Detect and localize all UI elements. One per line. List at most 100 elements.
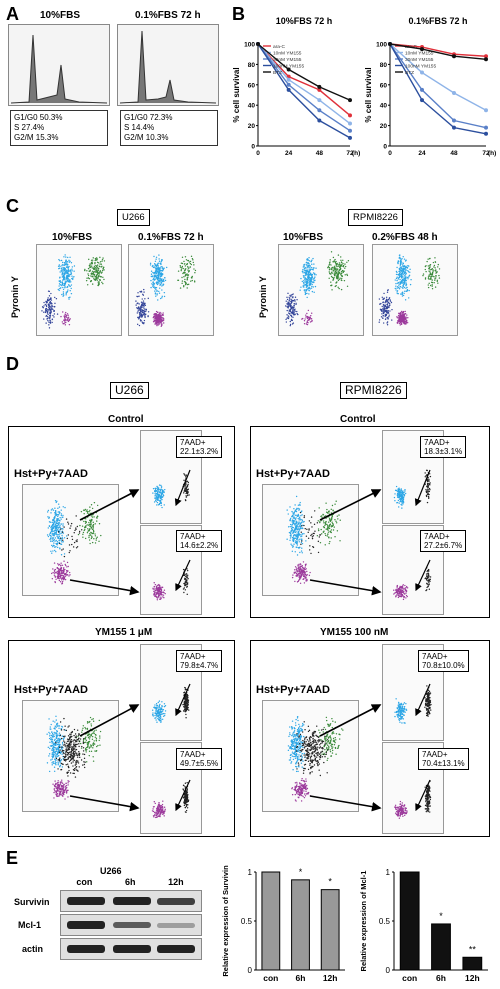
label: 7AAD+ [422,750,448,759]
series-line [389,43,487,111]
rpmi-control-title: Control [340,414,376,425]
x-tick-label: 24 [285,150,293,157]
value: 18.3±3.1% [424,447,463,456]
category-label: con [402,973,417,983]
panel-a-right-stats: G1/G0 72.3% S 14.4% G2/M 10.3% [120,110,218,146]
flow-scatter-rpmi-ym155 [262,700,359,812]
y-tick-label: 0.5 [241,917,253,926]
bar-chart-survivin: Relative expression of Survivin 0 0.5 1 con 6… [221,865,345,983]
data-point [348,135,352,140]
rpmi-control-g0-7aad: 7AAD+ 27.2±6.7% [420,530,467,552]
y-tick-label: 0 [248,966,253,975]
value: 49.7±5.5% [180,759,219,768]
label: 7AAD+ [180,532,206,541]
panel-c-u266-left-title: 10%FBS [52,232,93,243]
rpmi-control-g1-7aad: 7AAD+ 18.3±3.1% [420,436,467,458]
series-line [257,43,351,139]
y-axis-label: Relative expression of Survivin [221,865,230,977]
y-tick-label: 60 [380,82,388,89]
blot-strip-survivin [60,890,202,912]
y-axis-label: Relative expression of Mcl-1 [359,871,368,972]
y-tick-label: 100 [244,42,255,49]
y-tick-label: 40 [380,103,388,110]
category-label: 6h [296,973,306,983]
panel-d-label: D [6,354,19,374]
significance-mark: * [328,877,332,887]
panel-b-label: B [232,4,245,24]
label: 7AAD+ [424,438,450,447]
data-point [388,42,392,46]
data-point [348,113,352,118]
panel-a-left-stats: G1/G0 50.3% S 27.4% G2/M 15.3% [10,110,108,146]
series-line [257,43,351,125]
data-point [420,47,424,52]
data-point [452,118,456,123]
label: 7AAD+ [180,652,206,661]
data-point [452,90,456,95]
series-line [257,43,351,132]
blot-lane-labels: con 6h 12h [60,877,200,887]
label: 7AAD+ [424,532,450,541]
u266-treated-title: YM155 1 μM [95,627,153,638]
blot-strip-mcl1 [60,914,202,936]
legend-entry: BTZ [273,70,282,76]
flow-scatter-rpmi-10fbs [278,244,364,336]
data-point [484,125,488,130]
y-tick-label: 20 [380,123,388,130]
data-point [286,77,291,82]
y-tick-label: 1 [386,868,391,877]
y-tick-label: 80 [380,62,388,69]
cell-cycle-histogram-right [117,24,219,106]
data-point [286,87,291,92]
series-line [389,43,487,57]
x-tick-label: 0 [388,150,392,157]
rpmi-ym155-g0-7aad: 7AAD+ 70.4±13.1% [418,748,469,770]
category-label: 6h [436,973,446,983]
flow-scatter-rpmi-control [262,484,359,596]
value: 70.4±13.1% [422,759,465,768]
value: 79.8±4.7% [180,661,219,670]
u266-ym155-g1-7aad: 7AAD+ 79.8±4.7% [176,650,223,672]
category-label: 12h [465,973,480,983]
y-tick-label: 100 [376,42,387,49]
y-tick-label: 20 [248,123,256,130]
value: 14.6±2.2% [180,541,219,550]
x-axis-label: (h) [488,150,496,157]
data-point [452,54,456,59]
rpmi-ym155-g1-7aad: 7AAD+ 70.8±10.0% [418,650,469,672]
panel-c-rpmi-right-title: 0.2%FBS 48 h [372,232,438,243]
category-label: con [263,973,278,983]
y-tick-label: 0 [383,144,387,151]
u266-treated-stain: Hst+Py+7AAD [14,684,88,696]
panel-c-u266-tag: U266 [117,209,150,226]
y-tick-label: 80 [248,62,256,69]
legend-entry: 100nM YM155 [405,64,436,70]
data-point [484,54,488,59]
legend-entry: 100nM YM155 [273,64,304,70]
rpmi-control-stain: Hst+Py+7AAD [256,468,330,480]
data-point [317,108,322,113]
flow-scatter-u266-01fbs [128,244,214,336]
series-line [389,43,487,135]
flow-scatter-u266-ym155 [22,700,119,812]
data-point [348,98,352,103]
bar [261,871,281,971]
data-point [420,98,424,103]
u266-ym155-g0-7aad: 7AAD+ 49.7±5.5% [176,748,223,770]
value: 70.8±10.0% [422,661,465,670]
legend-entry: 10nM YM155 [405,51,434,57]
survival-chart-01fbs: 0.1%FBS 72 h % cell survival 0 20 40 60 80 100 0… [364,16,496,157]
flow-scatter-u266-control [22,484,119,596]
chart-title: 10%FBS 72 h [276,16,333,26]
stat-g1: G1/G0 50.3% [14,113,63,122]
series-line [257,43,351,116]
data-point [420,70,424,75]
x-tick-label: 0 [256,150,260,157]
data-point [452,125,456,130]
y-tick-label: 1 [248,868,253,877]
panel-d-u266-tag: U266 [110,382,149,399]
legend-entry: BTZ [405,70,414,76]
x-tick-label: 48 [316,150,324,157]
blot-cell-label: U266 [100,866,122,876]
y-axis-label: % cell survival [232,67,241,122]
